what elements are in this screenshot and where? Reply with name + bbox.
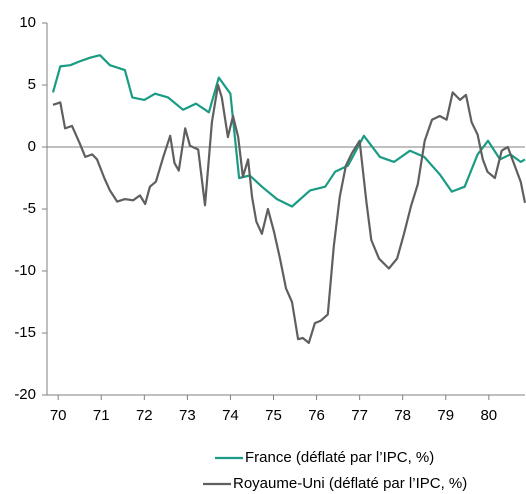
x-tick-label: 70 xyxy=(50,407,67,424)
x-tick-label: 80 xyxy=(480,407,497,424)
y-tick-label: -10 xyxy=(14,262,36,279)
x-tick-label: 75 xyxy=(265,407,282,424)
y-tick-label: -20 xyxy=(14,386,36,403)
series-line xyxy=(51,54,526,208)
x-tick-label: 79 xyxy=(437,407,454,424)
x-tick-label: 78 xyxy=(394,407,411,424)
x-tick-label: 77 xyxy=(351,407,368,424)
y-tick-label: -5 xyxy=(23,200,36,217)
legend-label: France (déflaté par l’IPC, %) xyxy=(245,449,434,466)
legend-label: Royaume-Uni (déflaté par l’IPC, %) xyxy=(233,475,467,492)
x-tick-label: 73 xyxy=(179,407,196,424)
x-tick-label: 74 xyxy=(222,407,239,424)
series-line xyxy=(52,83,526,344)
x-tick-label: 72 xyxy=(136,407,153,424)
y-tick-label: 0 xyxy=(28,138,36,155)
x-tick-label: 76 xyxy=(308,407,325,424)
y-tick-label: 5 xyxy=(28,76,36,93)
y-tick-label: 10 xyxy=(19,14,36,31)
y-tick-label: -15 xyxy=(14,324,36,341)
x-tick-label: 71 xyxy=(93,407,110,424)
